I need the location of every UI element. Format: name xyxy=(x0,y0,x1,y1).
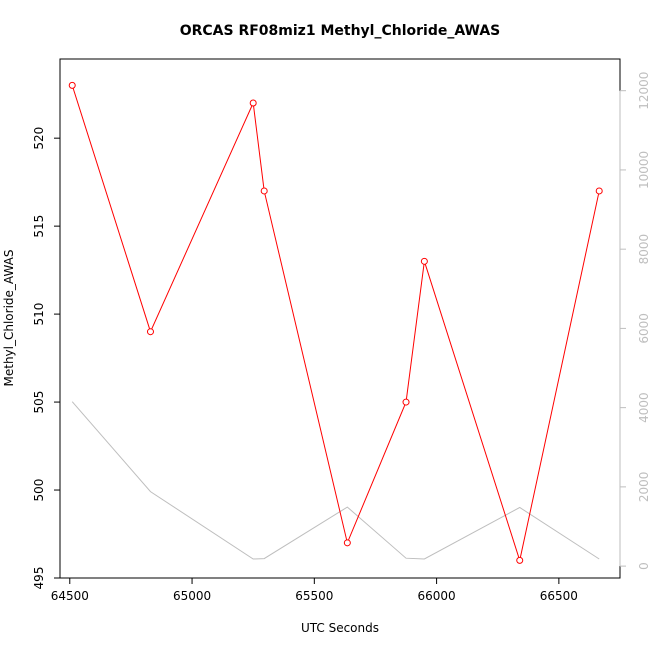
chart-title: ORCAS RF08miz1 Methyl_Chloride_AWAS xyxy=(180,23,501,39)
data-point xyxy=(595,187,603,195)
y-tick-label: 505 xyxy=(32,391,46,414)
data-point xyxy=(420,257,428,265)
y-axis-label: Methyl_Chloride_AWAS xyxy=(2,250,16,387)
y-tick-label: 500 xyxy=(32,479,46,502)
data-point xyxy=(402,398,410,406)
plot-frame xyxy=(59,58,621,579)
x-axis: 64500 65000 65500 66000 66500 xyxy=(51,577,578,603)
secondary-series-line xyxy=(71,401,600,560)
data-point xyxy=(68,81,76,89)
y2-tick-label: 10000 xyxy=(637,151,650,189)
y-tick-label: 515 xyxy=(32,215,46,238)
y2-tick-label: 12000 xyxy=(637,72,650,110)
x-tick-label: 65500 xyxy=(295,589,333,603)
x-tick-label: 65000 xyxy=(173,589,211,603)
y-tick-label: 520 xyxy=(32,127,46,150)
y2-tick-label: 8000 xyxy=(637,234,650,265)
x-tick-label: 66500 xyxy=(540,589,578,603)
series-layer xyxy=(68,81,603,564)
y-tick-label: 495 xyxy=(32,567,46,590)
y2-tick-label: 0 xyxy=(637,562,650,570)
y-axis-left: 495 500 505 510 515 520 xyxy=(32,127,61,590)
y2-tick-label: 2000 xyxy=(637,472,650,503)
primary-series-line xyxy=(71,85,600,563)
y-axis-right: 0 2000 4000 6000 8000 10000 12000 xyxy=(619,72,650,570)
x-tick-label: 64500 xyxy=(51,589,89,603)
x-tick-label: 66000 xyxy=(418,589,456,603)
data-point xyxy=(343,539,351,547)
y2-tick-label: 4000 xyxy=(637,392,650,423)
x-axis-label: UTC Seconds xyxy=(301,621,379,635)
data-point xyxy=(146,328,154,336)
y-tick-label: 510 xyxy=(32,303,46,326)
y2-tick-label: 6000 xyxy=(637,313,650,344)
data-point xyxy=(260,187,268,195)
data-point xyxy=(516,556,524,564)
data-point xyxy=(249,99,257,107)
